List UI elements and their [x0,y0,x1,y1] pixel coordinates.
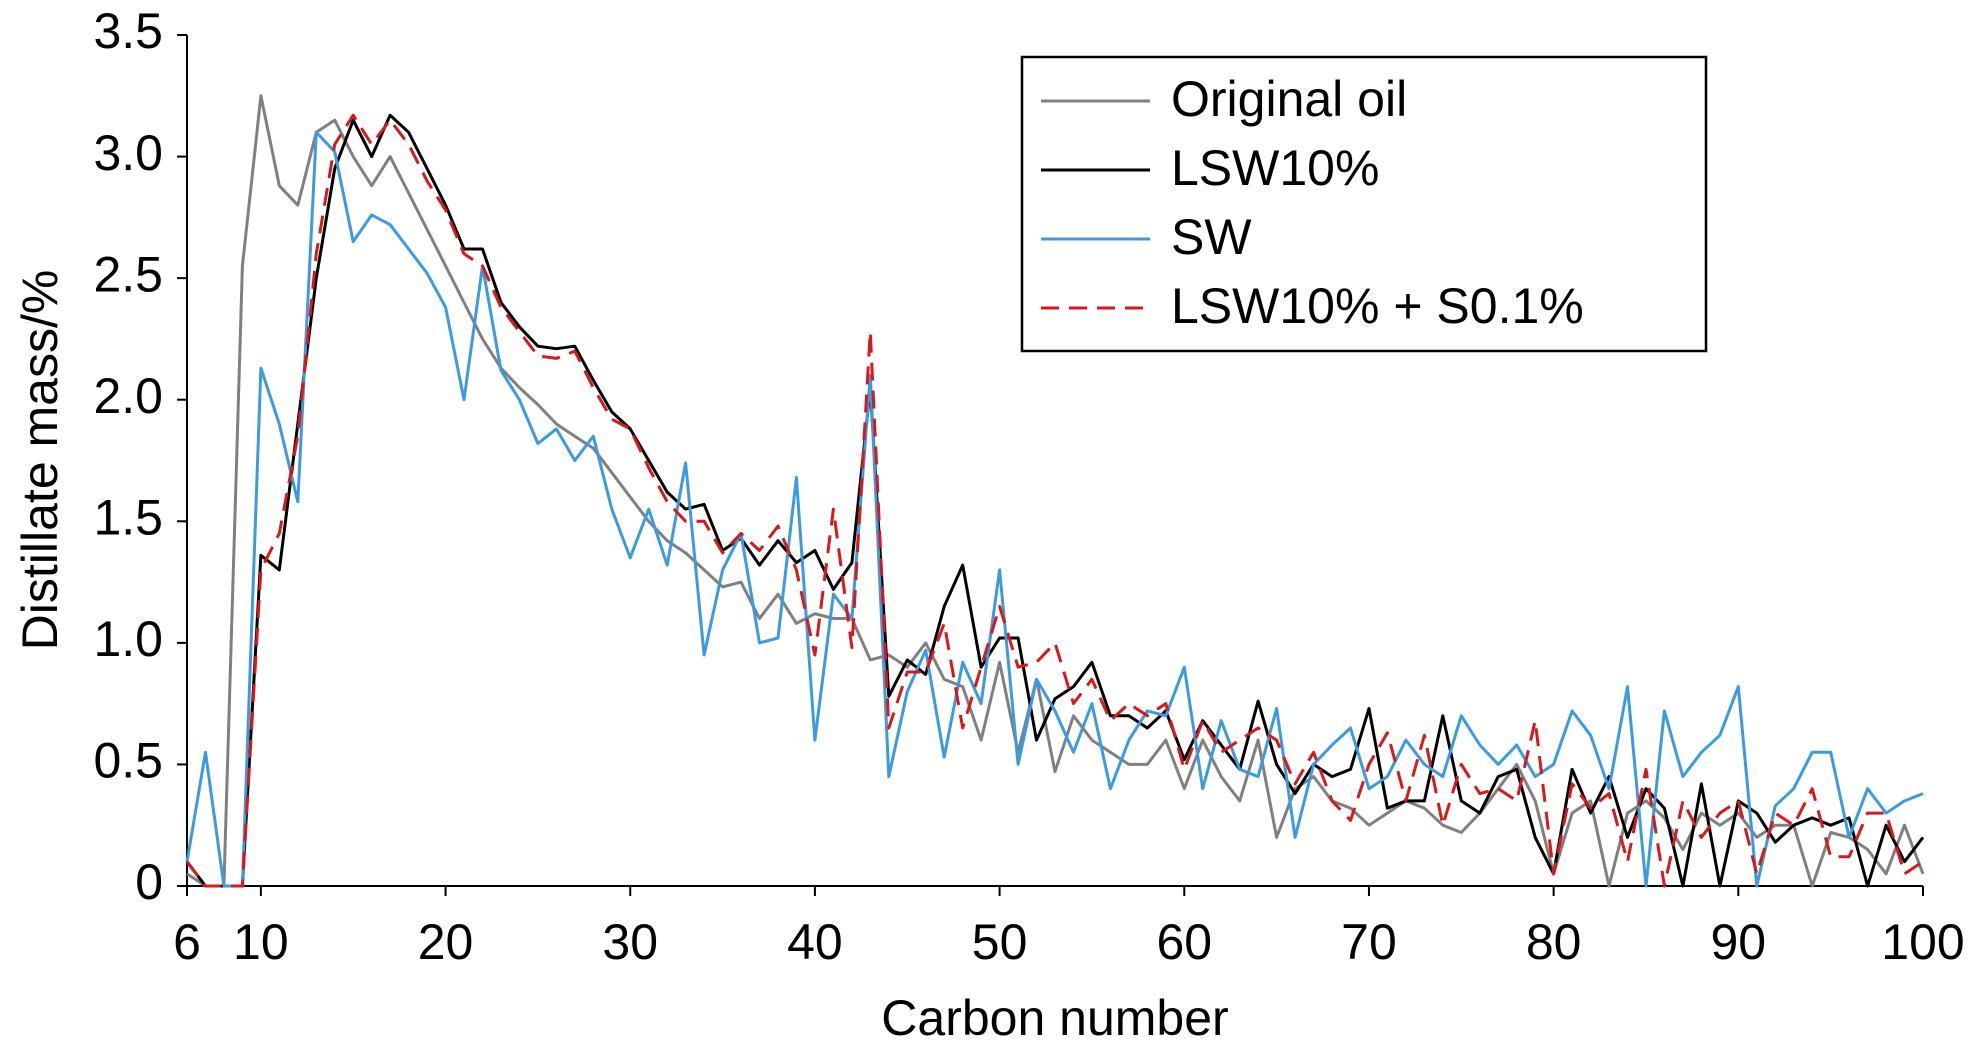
legend-label: LSW10% [1171,140,1379,196]
x-tick-label: 40 [787,914,843,970]
y-tick-label: 0 [135,854,163,910]
y-tick-label: 2.5 [93,246,163,302]
legend-box [1020,55,1708,353]
y-tick-label: 1.0 [93,611,163,667]
x-tick-label: 6 [173,914,201,970]
legend-label: Original oil [1171,71,1407,127]
series-line [186,94,1925,888]
series-line [185,113,1924,888]
x-tick-label: 10 [233,914,289,970]
series-line [185,113,1925,888]
legend-label: SW [1171,209,1252,265]
x-tick-label: 60 [1156,914,1212,970]
x-tick-label: 20 [418,914,474,970]
x-tick-label: 50 [972,914,1028,970]
x-axis-title: Carbon number [881,990,1228,1046]
y-tick-label: 3.0 [93,125,163,181]
series-line [185,130,1924,888]
x-tick-label: 80 [1526,914,1582,970]
y-tick-label: 0.5 [93,733,163,789]
x-tick-label: 90 [1711,914,1767,970]
x-tick-label: 70 [1341,914,1397,970]
legend-label: LSW10% + S0.1% [1171,278,1584,334]
y-tick-label: 1.5 [93,489,163,545]
x-tick-label: 100 [1881,914,1964,970]
y-tick-label: 3.5 [93,3,163,59]
y-axis-title: Distillate mass/% [12,270,68,651]
x-tick-label: 30 [602,914,658,970]
y-tick-label: 2.0 [93,368,163,424]
